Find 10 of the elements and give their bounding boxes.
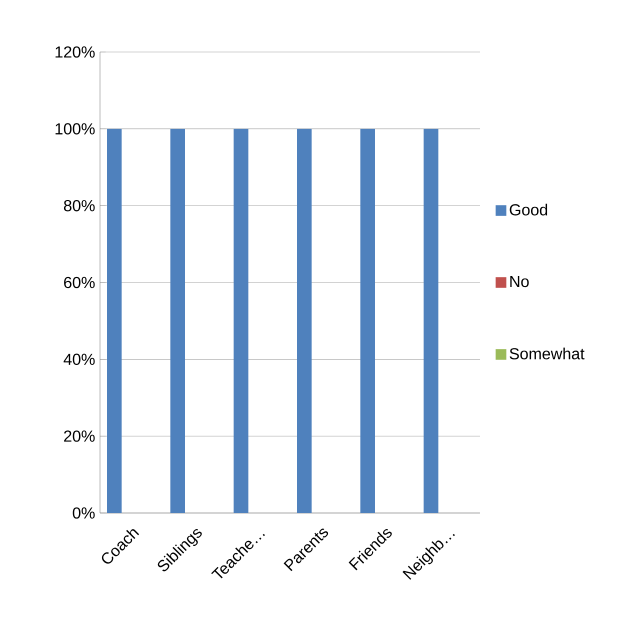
legend-label: Somewhat — [510, 348, 584, 360]
y-tick-label: 40% — [64, 354, 95, 365]
legend-label: No — [510, 276, 529, 288]
y-tick-label: 0% — [72, 507, 95, 519]
legend-label: Good — [510, 204, 548, 216]
y-tick-label: 120% — [56, 46, 95, 58]
y-tick-label: 20% — [64, 430, 95, 442]
y-tick-label: 80% — [64, 200, 95, 212]
y-tick-label: 60% — [64, 276, 95, 288]
y-tick-label: 100% — [56, 123, 95, 134]
